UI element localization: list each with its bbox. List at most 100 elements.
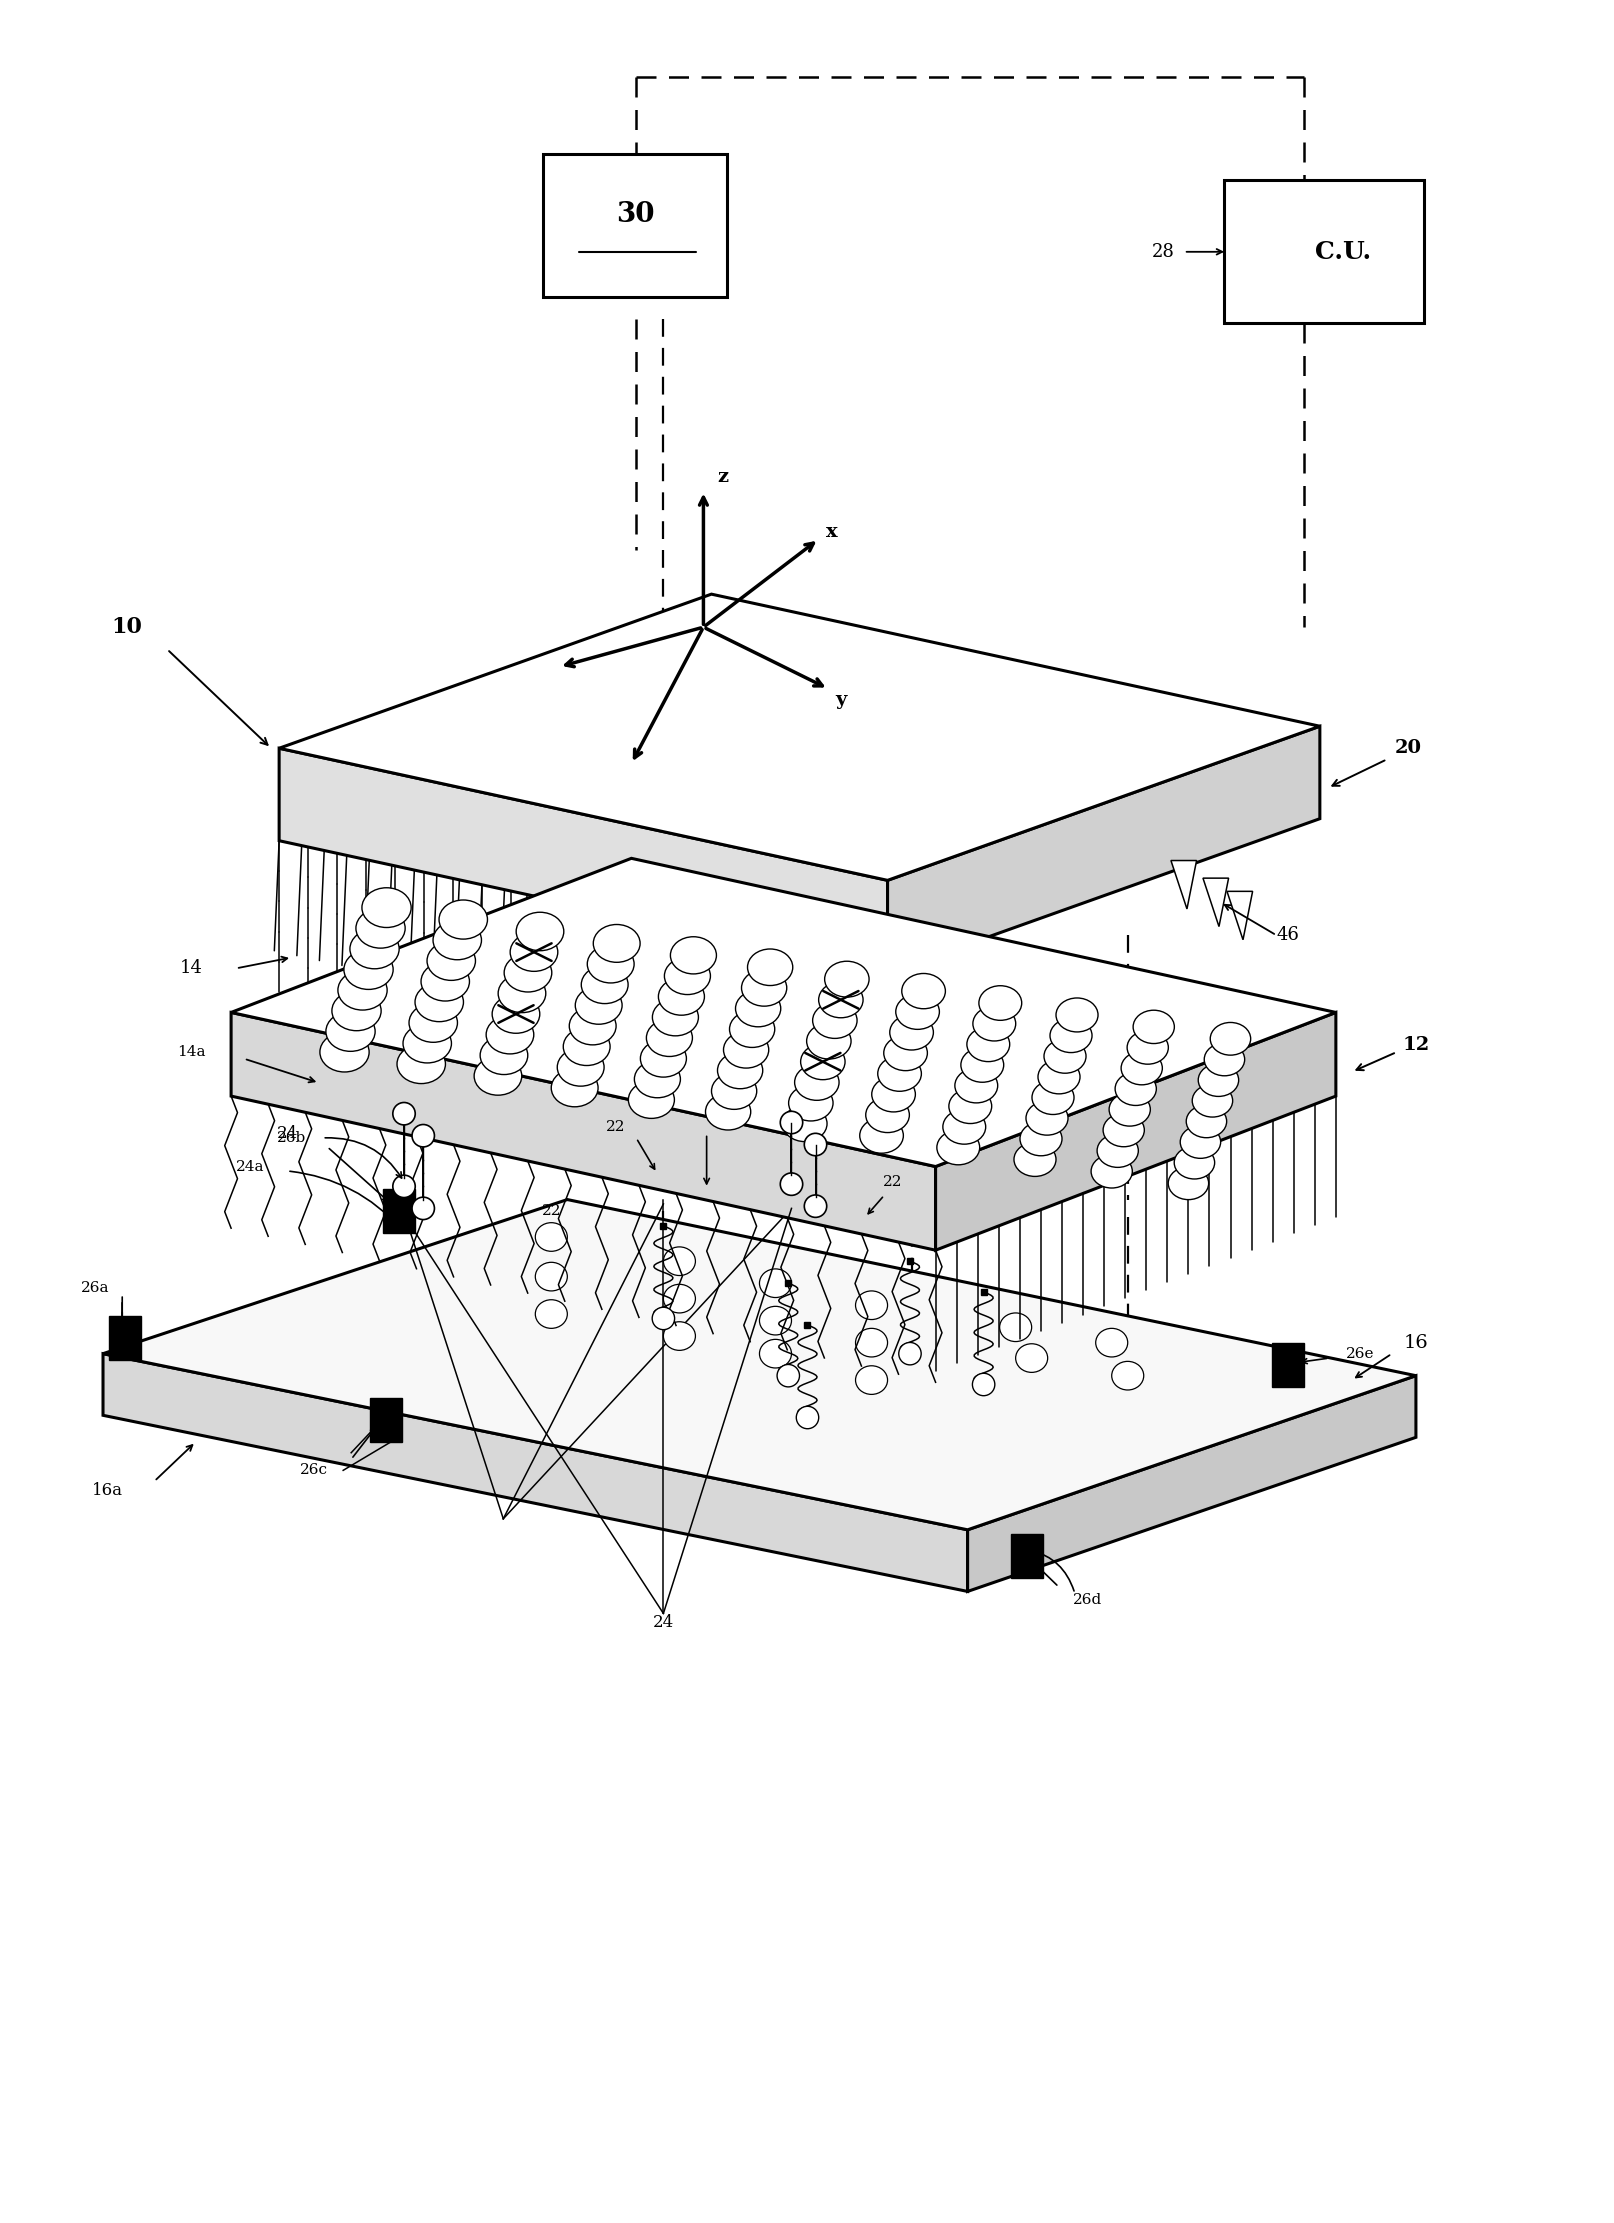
Ellipse shape [628, 1080, 675, 1118]
Circle shape [392, 1103, 415, 1125]
Text: 24: 24 [652, 1614, 673, 1632]
Ellipse shape [663, 958, 710, 994]
Ellipse shape [1091, 1154, 1131, 1187]
Ellipse shape [1198, 1065, 1238, 1096]
Ellipse shape [534, 1263, 567, 1292]
Text: 30: 30 [617, 200, 654, 229]
Ellipse shape [355, 909, 405, 949]
Circle shape [804, 1196, 826, 1218]
Ellipse shape [1056, 998, 1098, 1031]
Ellipse shape [901, 974, 944, 1009]
Text: 14: 14 [179, 960, 202, 978]
Ellipse shape [575, 987, 621, 1025]
Ellipse shape [1043, 1038, 1085, 1074]
Ellipse shape [344, 949, 392, 989]
Ellipse shape [759, 1340, 791, 1367]
Circle shape [780, 1174, 802, 1196]
Bar [1010, 1534, 1043, 1578]
Ellipse shape [734, 989, 780, 1027]
Ellipse shape [1049, 1018, 1091, 1051]
Ellipse shape [794, 1065, 839, 1100]
Ellipse shape [486, 1016, 534, 1054]
Circle shape [776, 1365, 799, 1387]
Bar [1272, 1343, 1302, 1387]
Ellipse shape [978, 985, 1022, 1020]
Ellipse shape [1173, 1147, 1214, 1178]
Ellipse shape [896, 994, 939, 1029]
Bar [542, 153, 726, 298]
Ellipse shape [1114, 1071, 1156, 1105]
Ellipse shape [1110, 1360, 1143, 1389]
Polygon shape [888, 727, 1319, 974]
Ellipse shape [404, 1025, 452, 1063]
Ellipse shape [492, 996, 539, 1034]
Ellipse shape [634, 1060, 679, 1098]
Ellipse shape [1109, 1094, 1149, 1127]
Polygon shape [967, 1376, 1415, 1592]
Ellipse shape [510, 934, 557, 971]
Ellipse shape [730, 1011, 775, 1047]
Ellipse shape [960, 1047, 1002, 1083]
Text: y: y [834, 691, 846, 709]
Bar [383, 1189, 415, 1232]
Ellipse shape [1015, 1343, 1047, 1372]
Ellipse shape [475, 1056, 521, 1096]
Ellipse shape [999, 1314, 1031, 1340]
Ellipse shape [1025, 1100, 1067, 1136]
Ellipse shape [1031, 1080, 1073, 1114]
Ellipse shape [1038, 1060, 1080, 1094]
Ellipse shape [415, 983, 463, 1023]
Circle shape [796, 1407, 818, 1429]
Text: 26a: 26a [81, 1280, 110, 1294]
Ellipse shape [433, 920, 481, 960]
Polygon shape [231, 1011, 935, 1249]
Ellipse shape [972, 1007, 1015, 1040]
Ellipse shape [504, 954, 552, 991]
Ellipse shape [783, 1105, 826, 1143]
Ellipse shape [426, 940, 475, 980]
Ellipse shape [1167, 1167, 1207, 1200]
Ellipse shape [741, 969, 786, 1007]
Ellipse shape [652, 998, 697, 1036]
Ellipse shape [1094, 1329, 1127, 1356]
Ellipse shape [550, 1069, 597, 1107]
Ellipse shape [818, 983, 862, 1018]
Ellipse shape [712, 1074, 757, 1109]
Ellipse shape [557, 1049, 604, 1087]
Circle shape [412, 1125, 434, 1147]
Bar [1223, 180, 1424, 322]
Text: 24a: 24a [236, 1160, 265, 1174]
Ellipse shape [670, 936, 717, 974]
Ellipse shape [663, 1323, 696, 1349]
Ellipse shape [865, 1098, 909, 1132]
Ellipse shape [855, 1365, 888, 1394]
Circle shape [899, 1343, 920, 1365]
Ellipse shape [967, 1027, 1009, 1063]
Ellipse shape [1020, 1123, 1062, 1156]
Polygon shape [1227, 891, 1252, 940]
Ellipse shape [320, 1031, 370, 1071]
Ellipse shape [1127, 1031, 1167, 1065]
Ellipse shape [641, 1040, 686, 1078]
Ellipse shape [534, 1300, 567, 1329]
Circle shape [412, 1198, 434, 1220]
Polygon shape [279, 594, 1319, 880]
Ellipse shape [936, 1129, 980, 1165]
Text: 28: 28 [1151, 242, 1173, 260]
Ellipse shape [362, 887, 412, 927]
Ellipse shape [872, 1076, 915, 1112]
Ellipse shape [855, 1292, 888, 1320]
Ellipse shape [889, 1014, 933, 1049]
Text: x: x [825, 522, 836, 542]
Polygon shape [231, 858, 1335, 1167]
Polygon shape [103, 1354, 967, 1592]
Ellipse shape [705, 1094, 751, 1129]
Ellipse shape [876, 1056, 922, 1091]
Text: C.U.: C.U. [1314, 240, 1370, 265]
Polygon shape [103, 1200, 1415, 1529]
Ellipse shape [581, 965, 628, 1003]
Text: 20: 20 [1393, 740, 1420, 758]
Circle shape [972, 1374, 994, 1396]
Ellipse shape [759, 1307, 791, 1336]
Text: 22: 22 [605, 1120, 625, 1134]
